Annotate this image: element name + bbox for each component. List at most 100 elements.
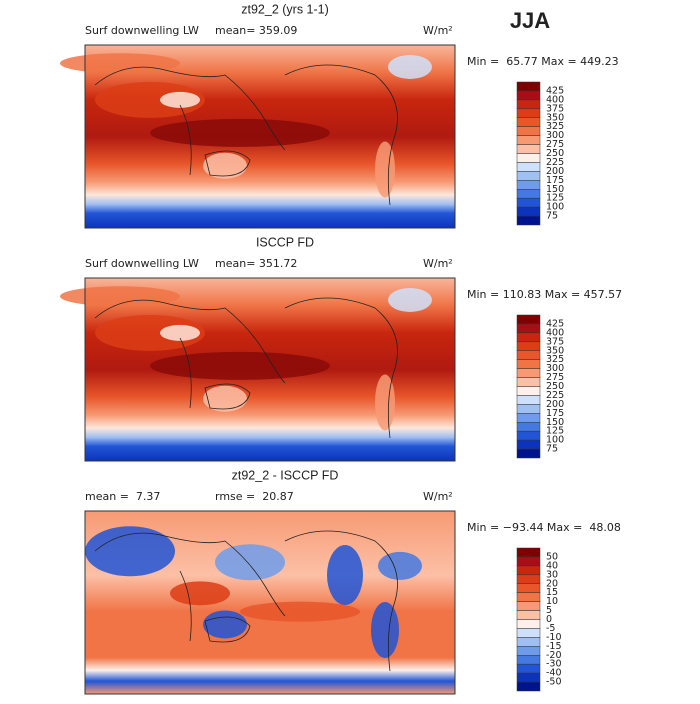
colorbar-label: 150 bbox=[546, 417, 564, 428]
colorbar-label: 350 bbox=[546, 112, 564, 123]
colorbar-label: -5 bbox=[546, 623, 555, 634]
panel-left-label: mean = 7.37 bbox=[85, 490, 160, 503]
colorbar-box bbox=[516, 332, 541, 343]
panel-range: Min = 110.83 Max = 457.57 bbox=[467, 288, 622, 301]
colorbar-label: 250 bbox=[546, 148, 564, 159]
map-region bbox=[160, 324, 200, 341]
colorbar-label: 175 bbox=[546, 175, 564, 186]
colorbar-box bbox=[516, 350, 541, 360]
colorbar-label: 40 bbox=[546, 560, 558, 571]
map-region bbox=[60, 53, 180, 74]
colorbar-box bbox=[516, 681, 541, 692]
coastline bbox=[94, 64, 398, 206]
map-region bbox=[203, 385, 247, 412]
colorbar-label: -30 bbox=[546, 659, 562, 670]
map-frame bbox=[84, 510, 456, 695]
colorbar-label: 425 bbox=[546, 85, 564, 96]
colorbar-box bbox=[516, 81, 541, 92]
colorbar-box bbox=[516, 180, 541, 190]
colorbar-box bbox=[516, 341, 541, 351]
colorbar-box bbox=[516, 547, 541, 558]
colorbar-box bbox=[516, 592, 541, 602]
map bbox=[60, 44, 456, 229]
colorbar-label: 250 bbox=[546, 381, 564, 392]
colorbar-label: -40 bbox=[546, 668, 562, 679]
colorbar-label: 275 bbox=[546, 139, 564, 150]
map-region bbox=[95, 314, 205, 351]
colorbar-box bbox=[516, 314, 541, 325]
map-region bbox=[85, 526, 175, 577]
colorbar-box bbox=[516, 619, 541, 629]
colorbar-label: 100 bbox=[546, 435, 564, 446]
coastline bbox=[94, 297, 398, 439]
map bbox=[84, 510, 456, 695]
map-region bbox=[375, 141, 395, 198]
colorbar-box bbox=[516, 413, 541, 423]
colorbar-box bbox=[516, 610, 541, 620]
colorbar-box bbox=[516, 323, 541, 334]
season-label: JJA bbox=[510, 8, 550, 33]
colorbar-box bbox=[516, 189, 541, 199]
colorbar-box bbox=[516, 439, 541, 450]
colorbar-box bbox=[516, 162, 541, 172]
colorbar-box bbox=[516, 153, 541, 163]
map-region bbox=[60, 286, 180, 307]
panel-stat: rmse = 20.87 bbox=[215, 490, 294, 503]
colorbar-box bbox=[516, 448, 541, 459]
panel-left-label: Surf downwelling LW bbox=[85, 257, 199, 270]
colorbar-label: -15 bbox=[546, 641, 562, 652]
colorbar-label: 15 bbox=[546, 587, 558, 598]
map-region bbox=[388, 287, 432, 312]
colorbar-box bbox=[516, 395, 541, 405]
map-region bbox=[327, 545, 363, 606]
colorbar-box bbox=[516, 422, 541, 432]
colorbar-label: -50 bbox=[546, 677, 562, 688]
map-region bbox=[150, 118, 330, 147]
colorbar-label: 50 bbox=[546, 551, 558, 562]
colorbar-box bbox=[516, 368, 541, 378]
map-region bbox=[371, 601, 399, 658]
colorbar-label: 225 bbox=[546, 390, 564, 401]
colorbar-box bbox=[516, 565, 541, 576]
colorbar-box bbox=[516, 646, 541, 656]
panel-units: W/m² bbox=[423, 24, 453, 37]
colorbar-label: 75 bbox=[546, 211, 558, 222]
panel-range: Min = −93.44 Max = 48.08 bbox=[467, 521, 621, 534]
colorbar-label: 225 bbox=[546, 157, 564, 168]
colorbar-box bbox=[516, 117, 541, 127]
colorbar-box bbox=[516, 144, 541, 154]
colorbar-box bbox=[516, 601, 541, 611]
colorbar-box bbox=[516, 655, 541, 665]
panel-title: ISCCP FD bbox=[256, 235, 314, 249]
colorbar-box bbox=[516, 99, 541, 110]
colorbar-label: 75 bbox=[546, 444, 558, 455]
map-region bbox=[95, 81, 205, 118]
panel-stat: mean= 359.09 bbox=[215, 24, 297, 37]
colorbar-label: 350 bbox=[546, 345, 564, 356]
colorbar-box bbox=[516, 359, 541, 369]
panel-left-label: Surf downwelling LW bbox=[85, 24, 199, 37]
map-region bbox=[378, 551, 422, 580]
colorbar-label: 375 bbox=[546, 103, 564, 114]
colorbar-label: 200 bbox=[546, 166, 564, 177]
colorbar-label: 400 bbox=[546, 327, 564, 338]
colorbar-label: 5 bbox=[546, 605, 552, 616]
panel-units: W/m² bbox=[423, 490, 453, 503]
colorbar-box bbox=[516, 377, 541, 387]
colorbar-label: 30 bbox=[546, 569, 558, 580]
map-region bbox=[150, 351, 330, 380]
colorbar-label: 175 bbox=[546, 408, 564, 419]
colorbar-label: 275 bbox=[546, 372, 564, 383]
colorbar-box bbox=[516, 430, 541, 441]
colorbar-box bbox=[516, 108, 541, 118]
colorbar-label: 300 bbox=[546, 130, 564, 141]
map bbox=[60, 277, 456, 462]
colorbar-label: 425 bbox=[546, 318, 564, 329]
colorbar-box bbox=[516, 197, 541, 208]
colorbar-box bbox=[516, 171, 541, 181]
colorbar-label: 400 bbox=[546, 94, 564, 105]
colorbar-box bbox=[516, 386, 541, 396]
colorbar-label: 10 bbox=[546, 596, 558, 607]
map-region bbox=[375, 374, 395, 431]
colorbar-box bbox=[516, 672, 541, 683]
